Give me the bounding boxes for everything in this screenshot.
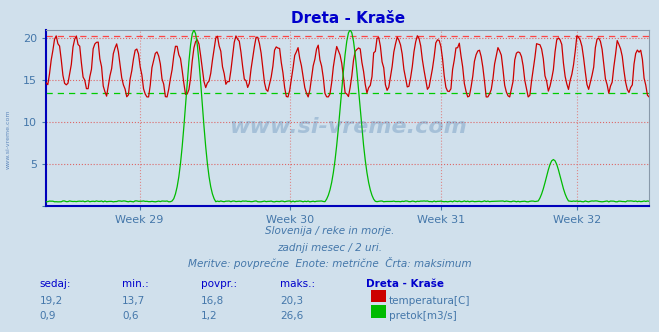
Text: Slovenija / reke in morje.: Slovenija / reke in morje. (265, 226, 394, 236)
Text: sedaj:: sedaj: (40, 279, 71, 289)
Title: Dreta - Kraše: Dreta - Kraše (291, 11, 405, 26)
Text: 19,2: 19,2 (40, 296, 63, 306)
Text: Meritve: povprečne  Enote: metrične  Črta: maksimum: Meritve: povprečne Enote: metrične Črta:… (188, 257, 471, 269)
Text: 0,9: 0,9 (40, 311, 56, 321)
Text: www.si-vreme.com: www.si-vreme.com (6, 110, 11, 169)
Text: 20,3: 20,3 (280, 296, 303, 306)
Text: temperatura[C]: temperatura[C] (389, 296, 471, 306)
Text: 16,8: 16,8 (201, 296, 224, 306)
Text: www.si-vreme.com: www.si-vreme.com (229, 117, 467, 137)
Text: 13,7: 13,7 (122, 296, 145, 306)
Text: 0,6: 0,6 (122, 311, 138, 321)
Text: 1,2: 1,2 (201, 311, 217, 321)
Text: Dreta - Kraše: Dreta - Kraše (366, 279, 444, 289)
Text: pretok[m3/s]: pretok[m3/s] (389, 311, 457, 321)
Text: povpr.:: povpr.: (201, 279, 237, 289)
Text: min.:: min.: (122, 279, 149, 289)
Text: 26,6: 26,6 (280, 311, 303, 321)
Text: zadnji mesec / 2 uri.: zadnji mesec / 2 uri. (277, 243, 382, 253)
Text: maks.:: maks.: (280, 279, 315, 289)
